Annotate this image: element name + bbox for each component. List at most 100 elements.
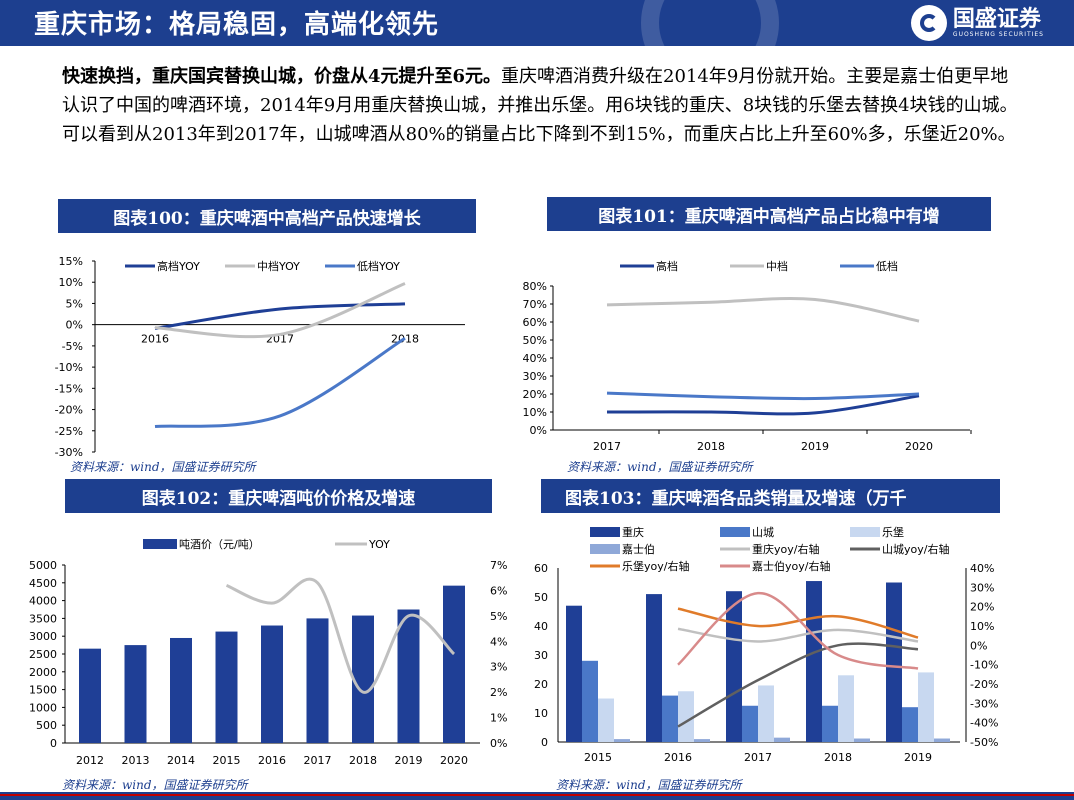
x-tick-label: 2018 (824, 751, 852, 764)
header-decoration (641, 0, 779, 46)
legend-label: 嘉士伯yoy/右轴 (752, 559, 830, 573)
chart-103: 60 50 40 30 20 10 0 40% 30% 20% 10% 0% -10% -20% -30% -… (534, 525, 998, 764)
y-tick-label: 60% (523, 316, 547, 329)
series-line-1 (606, 394, 920, 416)
left-tick-label: 1500 (29, 684, 57, 697)
x-tick-label: 2015 (213, 754, 241, 767)
bar (261, 625, 283, 743)
right-tick-label: 5% (490, 610, 507, 623)
right-tick-label: 20% (970, 601, 994, 614)
x-tick-label: 2015 (584, 751, 612, 764)
right-tick-label: 30% (970, 581, 994, 594)
right-tick-label: -20% (970, 678, 998, 691)
legend-label: 重庆 (622, 525, 644, 539)
yoy-line (225, 577, 456, 694)
footer-bar (0, 792, 1074, 800)
bar-4 (774, 737, 790, 742)
right-tick-label: 40% (970, 562, 994, 575)
right-tick-label: -50% (970, 736, 998, 749)
yoy-line-3 (677, 607, 919, 639)
left-tick-label: 5000 (29, 559, 57, 572)
chart-caption-101: 图表101：重庆啤酒中高档产品占比稳中有增 (547, 197, 991, 231)
left-tick-label: 0 (541, 736, 548, 749)
left-tick-label: 2500 (29, 648, 57, 661)
y-tick-label: 10% (59, 276, 83, 289)
y-tick-label: 10% (523, 406, 547, 419)
x-tick-label: 2020 (440, 754, 468, 767)
bar-1 (806, 581, 822, 742)
bar (170, 637, 192, 743)
left-tick-label: 40 (534, 620, 548, 633)
source-note-101: 资料来源：wind，国盛证券研究所 (567, 460, 753, 474)
yoy-line-4 (677, 591, 919, 670)
right-tick-label: 7% (490, 559, 507, 572)
legend-swatch-bar (590, 544, 620, 554)
source-note-100: 资料来源：wind，国盛证券研究所 (70, 460, 256, 474)
left-tick-label: 4000 (29, 595, 57, 608)
x-tick-label: 2018 (697, 440, 725, 453)
x-tick-label: 2018 (349, 754, 377, 767)
chart-caption-102: 图表102：重庆啤酒吨价价格及增速 (65, 479, 492, 513)
chart-102: 5000450040003500300025002000150010005000… (29, 538, 507, 767)
bar (124, 645, 147, 743)
yoy-line-2 (677, 642, 919, 728)
bar-3 (838, 675, 854, 742)
y-tick-label: 30% (523, 370, 547, 383)
y-tick-label: -20% (55, 404, 83, 417)
bar-1 (886, 582, 902, 742)
y-tick-label: 5% (66, 297, 83, 310)
right-tick-label: 1% (490, 712, 507, 725)
bar (215, 631, 238, 743)
series-line-2 (606, 296, 920, 323)
legend-label: 乐堡 (882, 525, 904, 539)
bar (306, 618, 329, 743)
chart-caption-100: 图表100：重庆啤酒中高档产品快速增长 (58, 199, 476, 233)
bar-4 (934, 738, 950, 742)
y-tick-label: -10% (55, 361, 83, 374)
x-tick-label: 2016 (141, 333, 169, 346)
bar-2 (662, 695, 678, 742)
series-line-3 (154, 336, 406, 429)
left-tick-label: 10 (534, 707, 548, 720)
bar-3 (598, 698, 614, 742)
left-tick-label: 2000 (29, 666, 57, 679)
legend-swatch-bar (850, 527, 880, 537)
right-tick-label: 2% (490, 686, 507, 699)
bar-4 (694, 739, 710, 742)
x-tick-label: 2019 (904, 751, 932, 764)
intro-bold: 快速换挡，重庆国宾替换山城，价盘从4元提升至6元。 (62, 66, 502, 87)
legend-label: 山城 (752, 526, 774, 539)
intro-paragraph: 快速换挡，重庆国宾替换山城，价盘从4元提升至6元。重庆啤酒消费升级在2014年9… (62, 62, 1022, 149)
source-note-103: 资料来源：wind，国盛证券研究所 (556, 778, 742, 792)
legend-label: 重庆yoy/右轴 (752, 542, 819, 556)
right-tick-label: 0% (490, 737, 507, 750)
bar-1 (566, 605, 582, 742)
left-tick-label: 4500 (29, 577, 57, 590)
bar-3 (918, 672, 934, 742)
chart-101: 80% 70% 60% 50% 40% 30% 20% 10% 0% 2017 2018 2019 20… (523, 259, 972, 453)
right-tick-label: -10% (970, 659, 998, 672)
legend-label: 高档 (656, 259, 678, 273)
legend-label: 低档 (876, 259, 898, 273)
y-tick-label: 20% (523, 388, 547, 401)
left-tick-label: 0 (50, 737, 57, 750)
bar (397, 609, 420, 743)
legend-swatch-bar (590, 527, 620, 537)
x-tick-label: 2019 (395, 754, 423, 767)
legend-label: 中档 (766, 259, 788, 273)
y-tick-label: -30% (55, 446, 83, 459)
left-tick-label: 3500 (29, 612, 57, 625)
y-tick-label: 70% (523, 298, 547, 311)
right-tick-label: 4% (490, 635, 507, 648)
x-tick-label: 2014 (167, 754, 195, 767)
yoy-line-1 (677, 627, 919, 643)
legend-label: 中档YOY (257, 259, 300, 273)
left-tick-label: 60 (534, 562, 548, 575)
source-note-102: 资料来源：wind，国盛证券研究所 (62, 778, 248, 792)
intro-text: 重庆啤酒消费升级在2014年9月份就开始。主要是嘉士伯更早地认识了中国的啤酒环境… (62, 66, 1018, 145)
logo-subtitle: GUOSHENG SECURITIES (952, 31, 1044, 38)
right-tick-label: 6% (490, 584, 507, 597)
y-tick-label: -25% (55, 425, 83, 438)
logo-name: 国盛证券 (952, 6, 1041, 32)
logo: 国盛证券 GUOSHENG SECURITIES (910, 4, 1044, 42)
